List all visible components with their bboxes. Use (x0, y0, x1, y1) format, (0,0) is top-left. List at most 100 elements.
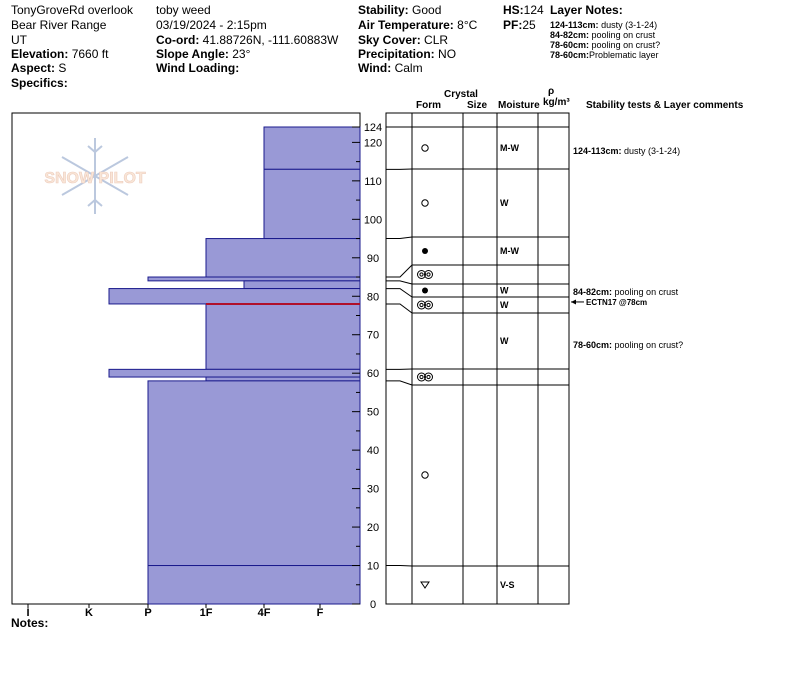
layer-note: 78-60cm: pooling on crust? (550, 40, 661, 50)
depth-tick-label: 70 (367, 330, 379, 342)
depth-tick-label: 80 (367, 291, 379, 303)
layer-comment: 84-82cm: pooling on crust (573, 287, 679, 297)
melt-cluster-icon (426, 272, 431, 277)
moisture-value: W (500, 286, 509, 296)
depth-axis: 0 10 20 30 40 50 60 70 80 90 100 110 120 124 (352, 122, 382, 611)
depth-tick-label: 90 (367, 253, 379, 265)
melt-cluster-icon (426, 374, 431, 380)
layer-connector (386, 236, 413, 240)
moisture-value: W (500, 336, 509, 346)
melt-cluster-icon (419, 374, 424, 380)
melt-cluster-icon (424, 270, 433, 279)
layer-note: 124-113cm: dusty (3-1-24) (550, 20, 658, 30)
snowpilot-watermark: SNOW PILOT (44, 138, 146, 214)
wind-field: Wind: Calm (358, 61, 423, 75)
pf-field: PF:25 (503, 18, 536, 32)
melt-cluster-icon (424, 300, 433, 310)
hardness-tick-label: K (85, 607, 93, 619)
comments-header: Stability tests & Layer comments (586, 100, 744, 111)
hardness-bar (108, 288, 361, 305)
depth-tick-label: 20 (367, 522, 379, 534)
depth-hoar-icon (420, 581, 430, 589)
slope-field: Slope Angle: 23° (156, 47, 251, 61)
size-header: Size (467, 100, 488, 111)
crystal-header: Crystal (444, 89, 478, 100)
hardness-panel: SNOW PILOT (11, 112, 361, 605)
rho-header: ρ (548, 86, 555, 97)
depth-tick-label: 0 (370, 599, 376, 611)
layer-connector (386, 280, 413, 285)
hardness-tick-label: 1F (200, 607, 213, 619)
aspect-field: Aspect: S (11, 61, 67, 75)
sky-cover-field: Sky Cover: CLR (358, 33, 449, 47)
moisture-value: M-W (500, 246, 519, 256)
hardness-bar (205, 238, 361, 278)
depth-tick-label: 124 (364, 122, 382, 134)
moisture-value: M-W (500, 143, 519, 153)
moisture-value: W (500, 198, 509, 208)
melt-cluster-icon (417, 300, 426, 310)
hardness-axis: I K P 1F 4F F (26, 604, 324, 619)
hardness-bar (263, 168, 361, 240)
coord-field: Co-ord: 41.88726N, -111.60883W (156, 33, 339, 47)
hardness-tick-label: F (317, 607, 324, 619)
moisture-header: Moisture (498, 100, 540, 111)
stability-field: Stability: Good (358, 3, 442, 17)
melt-forms-icon (422, 287, 428, 294)
observer-name: toby weed (156, 3, 211, 17)
wind-loading-label: Wind Loading: (156, 61, 240, 75)
layer-note: 78-60cm:Problematic layer (550, 50, 659, 60)
specifics-label: Specifics: (11, 76, 68, 90)
depth-tick-label: 100 (364, 214, 382, 226)
depth-tick-label: 30 (367, 484, 379, 496)
layer-comment: 78-60cm: pooling on crust? (573, 340, 683, 350)
hardness-bar (108, 368, 361, 378)
melt-cluster-icon (424, 372, 433, 382)
hardness-bar (147, 276, 361, 282)
air-temp-field: Air Temperature: 8°C (358, 18, 478, 32)
hardness-bar (263, 126, 361, 170)
range-name: Bear River Range (11, 18, 107, 32)
density-unit-header: kg/m³ (543, 97, 570, 108)
hardness-tick-label: I (26, 607, 29, 619)
elevation-field: Elevation: 7660 ft (11, 47, 109, 61)
precipitation-field: Precipitation: NO (358, 47, 457, 61)
location-name: TonyGroveRd overlook (11, 3, 134, 17)
layer-notes-title: Layer Notes: (550, 3, 623, 17)
arrow-head-icon (571, 299, 576, 305)
hardness-bar (205, 303, 361, 370)
stability-test-result: ECTN17 @78cm (586, 298, 647, 307)
melt-cluster-icon (419, 272, 424, 277)
hardness-tick-label: 4F (258, 607, 271, 619)
snowflake-icon (61, 138, 129, 214)
layer-connector (386, 303, 413, 314)
rounded-grain-icon (421, 199, 429, 207)
depth-tick-label: 110 (364, 176, 382, 188)
melt-cluster-icon (417, 372, 426, 382)
depth-tick-label: 60 (367, 368, 379, 380)
layer-comment: 124-113cm: dusty (3-1-24) (573, 146, 680, 156)
melt-forms-icon (422, 248, 428, 254)
hardness-bar (243, 280, 361, 290)
hs-field: HS:124 (503, 3, 544, 17)
watermark-text: SNOW PILOT (44, 170, 146, 187)
layer-table-border (385, 112, 570, 605)
rounded-grain-icon (421, 144, 429, 152)
state-name: UT (11, 33, 27, 47)
depth-tick-label: 10 (367, 561, 379, 573)
hardness-bar (205, 376, 361, 382)
hardness-bar (147, 565, 361, 605)
observation-datetime: 03/19/2024 - 2:15pm (156, 18, 267, 32)
layer-connector (386, 264, 413, 278)
depth-tick-label: 40 (367, 445, 379, 457)
layer-connector (386, 380, 413, 386)
melt-cluster-icon (426, 302, 431, 308)
depth-tick-label: 50 (367, 407, 379, 419)
hardness-bar (147, 380, 361, 567)
melt-cluster-icon (417, 270, 426, 279)
form-header: Form (416, 100, 441, 111)
moisture-value: V-S (500, 580, 515, 590)
notes-label: Notes: (11, 616, 49, 630)
